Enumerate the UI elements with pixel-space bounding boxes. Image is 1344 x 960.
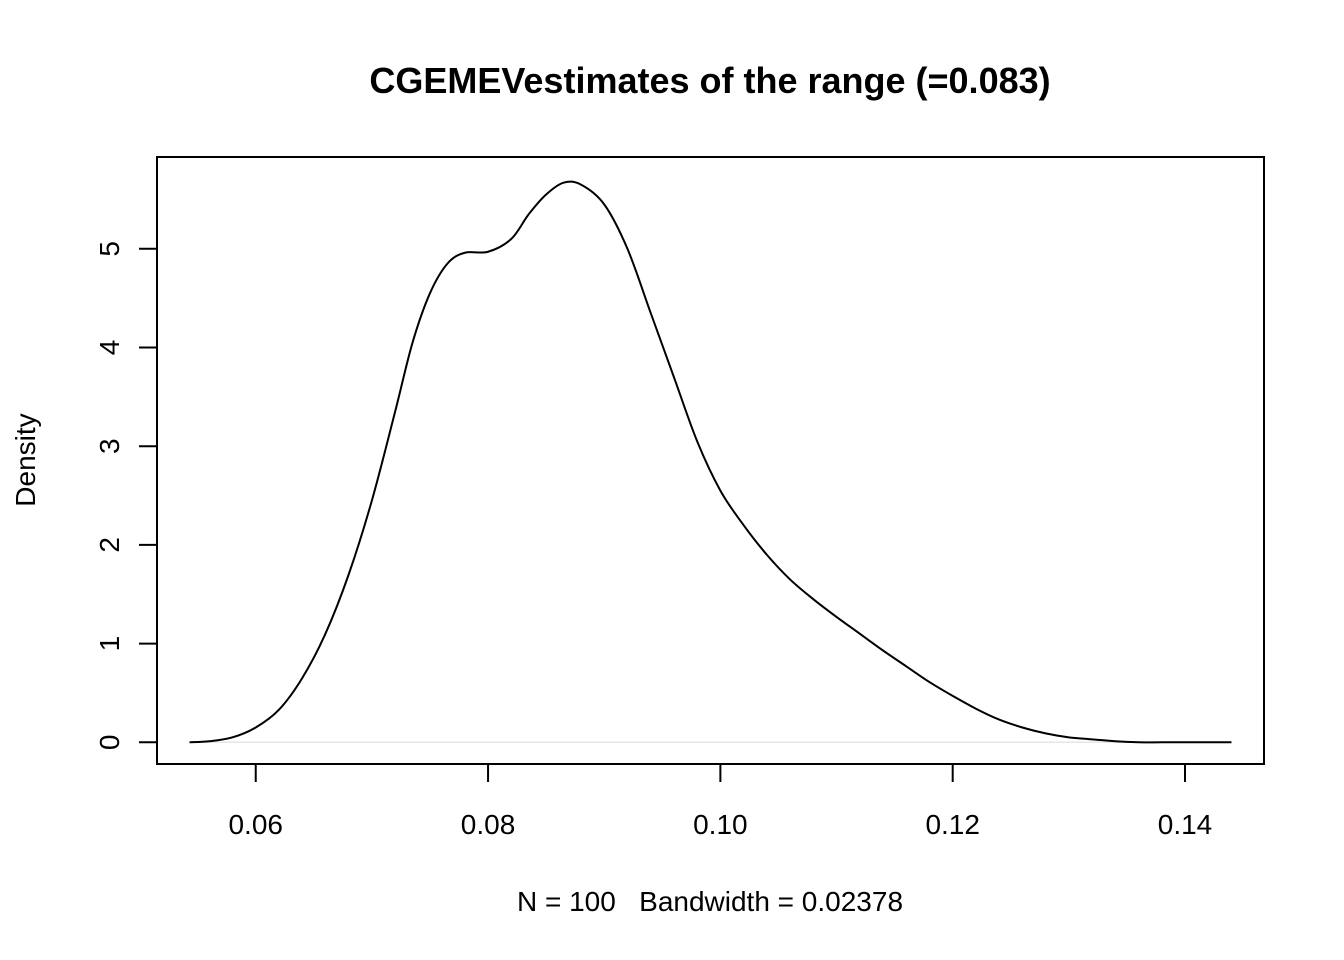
- y-axis: 0 1 2 3 4 5: [94, 241, 158, 750]
- x-axis-label: N = 100 Bandwidth = 0.02378: [517, 886, 903, 917]
- chart-title: CGEMEVestimates of the range (=0.083): [369, 60, 1050, 101]
- x-tick-label: 0.12: [925, 809, 980, 840]
- density-series-line: [189, 180, 1232, 744]
- x-tick-label: 0.06: [228, 809, 283, 840]
- x-tick-label: 0.08: [461, 809, 516, 840]
- x-axis: 0.06 0.08 0.10 0.12 0.14: [228, 763, 1213, 840]
- y-tick-label: 2: [94, 537, 125, 553]
- y-axis-label: Density: [10, 413, 41, 506]
- y-tick-label: 4: [94, 340, 125, 356]
- y-tick-label: 0: [94, 734, 125, 750]
- y-tick-label: 5: [94, 241, 125, 257]
- plot-box: [156, 156, 1265, 765]
- x-tick-label: 0.10: [693, 809, 748, 840]
- x-tick-label: 0.14: [1158, 809, 1213, 840]
- y-tick-label: 3: [94, 438, 125, 454]
- y-tick-label: 1: [94, 636, 125, 652]
